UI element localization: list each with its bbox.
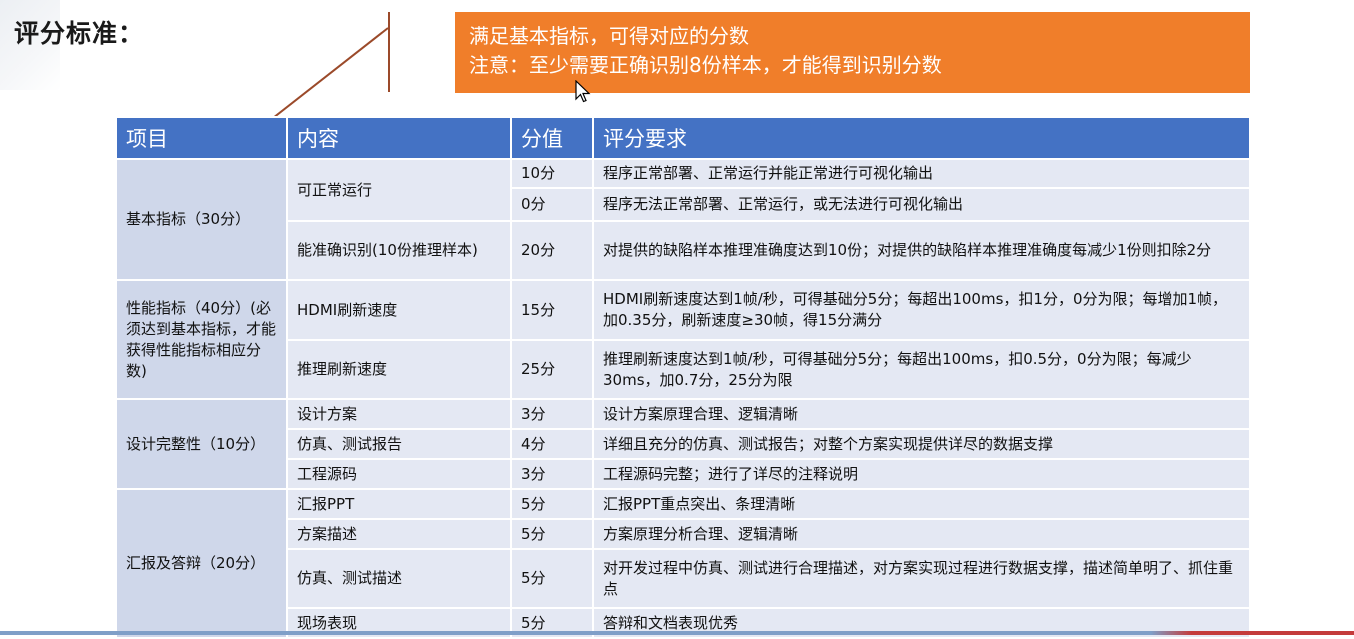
mouse-pointer-icon bbox=[575, 80, 591, 103]
score-cell: 3分 bbox=[510, 398, 594, 430]
table-row: 仿真、测试描述 5分 对开发过程中仿真、测试进行合理描述，对方案实现过程进行数据… bbox=[116, 548, 1251, 609]
scoring-table: 项目 内容 分值 评分要求 基本指标（30分） 可正常运行 10分 程序正常部署… bbox=[115, 116, 1251, 639]
item-cell: 设计方案 bbox=[286, 398, 512, 430]
score-cell: 15分 bbox=[510, 279, 594, 341]
requirement-cell: 对提供的缺陷样本推理准确度达到10份；对提供的缺陷样本推理准确度每减少1份则扣除… bbox=[592, 220, 1251, 281]
requirement-cell: 程序无法正常部署、正常运行，或无法进行可视化输出 bbox=[592, 187, 1251, 222]
item-cell: 仿真、测试报告 bbox=[286, 428, 512, 460]
item-cell: 方案描述 bbox=[286, 518, 512, 550]
requirement-cell: 程序正常部署、正常运行并能正常进行可视化输出 bbox=[592, 158, 1251, 189]
score-cell: 5分 bbox=[510, 518, 594, 550]
table-row: 设计完整性（10分） 设计方案 3分 设计方案原理合理、逻辑清晰 bbox=[115, 398, 1251, 490]
score-cell: 5分 bbox=[510, 488, 594, 520]
table-row: 性能指标（40分）(必须达到基本指标，才能获得性能指标相应分数) HDMI刷新速… bbox=[115, 279, 1251, 400]
item-cell: 推理刷新速度 bbox=[286, 339, 512, 400]
category-cell: 基本指标（30分） bbox=[115, 158, 288, 281]
requirement-cell: 对开发过程中仿真、测试进行合理描述，对方案实现过程进行数据支撑，描述简单明了、抓… bbox=[592, 548, 1251, 609]
table-row: 汇报及答辩（20分） 汇报PPT 5分 汇报PPT重点突出、条理清晰 bbox=[115, 488, 1251, 639]
requirement-cell: 详细且充分的仿真、测试报告；对整个方案实现提供详尽的数据支撑 bbox=[592, 428, 1251, 460]
header-requirement: 评分要求 bbox=[592, 116, 1251, 160]
callout-line-2: 注意：至少需要正确识别8份样本，才能得到识别分数 bbox=[469, 53, 942, 77]
item-cell: 汇报PPT bbox=[286, 488, 512, 520]
requirement-cell: 设计方案原理合理、逻辑清晰 bbox=[592, 398, 1251, 430]
score-cell: 0分 bbox=[510, 187, 594, 222]
header-category: 项目 bbox=[115, 116, 288, 160]
table-row: 基本指标（30分） 可正常运行 10分 程序正常部署、正常运行并能正常进行可视化… bbox=[115, 158, 1251, 281]
item-cell: 工程源码 bbox=[286, 458, 512, 490]
requirement-cell: 方案原理分析合理、逻辑清晰 bbox=[592, 518, 1251, 550]
requirement-cell: 工程源码完整；进行了详尽的注释说明 bbox=[592, 458, 1251, 490]
table-row: 方案描述 5分 方案原理分析合理、逻辑清晰 bbox=[116, 518, 1251, 550]
category-cell: 设计完整性（10分） bbox=[115, 398, 288, 490]
table-row: 工程源码 3分 工程源码完整；进行了详尽的注释说明 bbox=[116, 458, 1251, 490]
header-score: 分值 bbox=[510, 116, 594, 160]
page-title: 评分标准： bbox=[14, 19, 145, 48]
requirement-cell: 汇报PPT重点突出、条理清晰 bbox=[592, 488, 1251, 520]
note-callout: 满足基本指标，可得对应的分数 注意：至少需要正确识别8份样本，才能得到识别分数 bbox=[455, 12, 1250, 93]
requirement-cell: 推理刷新速度达到1帧/秒，可得基础分5分；每超出100ms，扣0.5分，0分为限… bbox=[592, 339, 1251, 400]
category-cell: 性能指标（40分）(必须达到基本指标，才能获得性能指标相应分数) bbox=[115, 279, 288, 400]
callout-line-1: 满足基本指标，可得对应的分数 bbox=[469, 24, 749, 48]
bottom-accent-line bbox=[0, 631, 1354, 635]
requirement-cell: HDMI刷新速度达到1帧/秒，可得基础分5分；每超出100ms，扣1分，0分为限… bbox=[592, 279, 1251, 341]
table-row: 0分 程序无法正常部署、正常运行，或无法进行可视化输出 bbox=[116, 187, 1251, 222]
corner-decoration bbox=[0, 0, 60, 90]
table-header-row: 项目 内容 分值 评分要求 bbox=[115, 116, 1251, 160]
item-cell: 可正常运行 bbox=[286, 158, 512, 222]
header-content: 内容 bbox=[286, 116, 512, 160]
score-cell: 20分 bbox=[510, 220, 594, 281]
table-row: 推理刷新速度 25分 推理刷新速度达到1帧/秒，可得基础分5分；每超出100ms… bbox=[116, 339, 1251, 400]
category-cell: 汇报及答辩（20分） bbox=[115, 488, 288, 639]
item-cell: HDMI刷新速度 bbox=[286, 279, 512, 341]
callout-connector-line bbox=[388, 12, 390, 92]
score-cell: 25分 bbox=[510, 339, 594, 400]
score-cell: 3分 bbox=[510, 458, 594, 490]
table-row: 能准确识别(10份推理样本) 20分 对提供的缺陷样本推理准确度达到10份；对提… bbox=[116, 220, 1251, 281]
score-cell: 5分 bbox=[510, 548, 594, 609]
score-cell: 10分 bbox=[510, 158, 594, 189]
item-cell: 能准确识别(10份推理样本) bbox=[286, 220, 512, 281]
table-row: 仿真、测试报告 4分 详细且充分的仿真、测试报告；对整个方案实现提供详尽的数据支… bbox=[116, 428, 1251, 460]
score-cell: 4分 bbox=[510, 428, 594, 460]
item-cell: 仿真、测试描述 bbox=[286, 548, 512, 609]
